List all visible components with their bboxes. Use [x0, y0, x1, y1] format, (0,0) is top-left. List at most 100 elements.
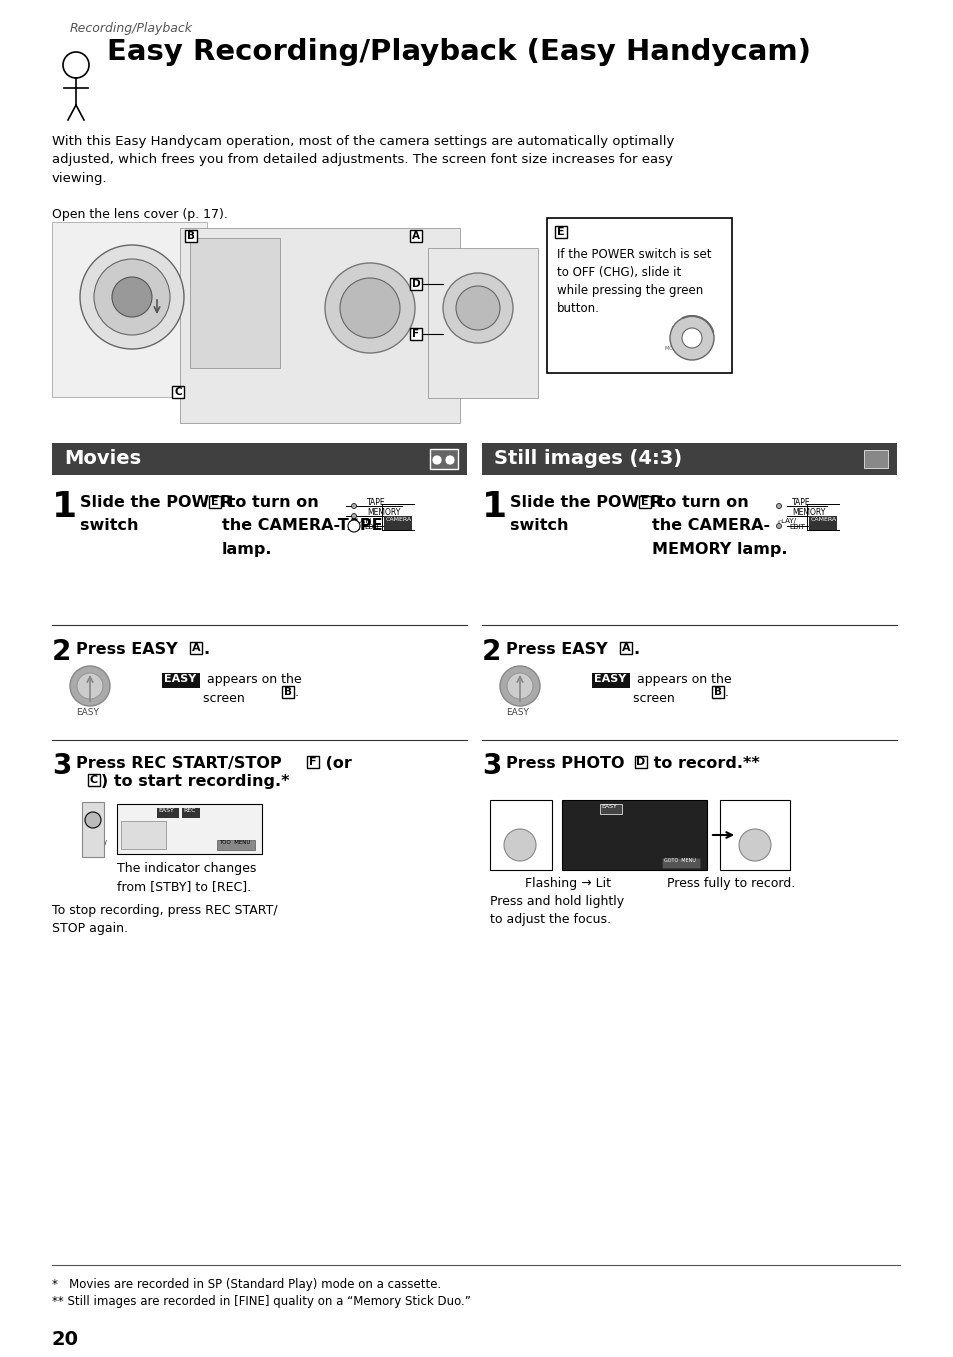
Text: TAPE: TAPE [367, 498, 385, 508]
Text: Shutter click: Shutter click [723, 805, 789, 816]
Text: With this Easy Handycam operation, most of the camera settings are automatically: With this Easy Handycam operation, most … [52, 134, 674, 185]
Text: EDIT: EDIT [364, 524, 379, 531]
Bar [490, 801, 552, 870]
Text: 60min: 60min [121, 807, 145, 817]
Bar [546, 218, 731, 373]
Text: B: B [284, 687, 292, 697]
Text: F: F [309, 757, 316, 767]
Text: D: D [636, 757, 645, 767]
Bar [481, 442, 896, 475]
Text: (or: (or [319, 756, 352, 771]
Text: PLAY/: PLAY/ [352, 518, 371, 524]
Text: Press REC START/STOP: Press REC START/STOP [76, 756, 287, 771]
Bar [52, 442, 467, 475]
Bar [410, 229, 421, 242]
Bar [180, 228, 459, 423]
Text: START/
STOP: START/ STOP [84, 840, 108, 854]
Text: TAPE: TAPE [791, 498, 810, 508]
Text: A: A [192, 643, 200, 653]
Text: MODE ON/OFF: MODE ON/OFF [664, 346, 699, 351]
Bar [121, 821, 166, 849]
Text: 1: 1 [481, 490, 507, 524]
Circle shape [739, 829, 770, 860]
Bar [863, 451, 887, 468]
Text: Slide the POWER
switch: Slide the POWER switch [80, 495, 233, 533]
Text: ) to start recording.*: ) to start recording.* [101, 773, 289, 788]
Text: .: . [724, 687, 728, 699]
Circle shape [325, 263, 415, 353]
Text: 0:00:00: 0:00:00 [203, 807, 233, 817]
Text: Press EASY: Press EASY [505, 642, 613, 657]
Text: Beep: Beep [501, 805, 530, 816]
Text: C: C [90, 775, 98, 784]
Text: ** Still images are recorded in [FINE] quality on a “Memory Stick Duo.”: ** Still images are recorded in [FINE] q… [52, 1295, 471, 1308]
Circle shape [506, 673, 533, 699]
Circle shape [432, 455, 441, 465]
Circle shape [456, 286, 499, 330]
Bar [428, 248, 537, 398]
Bar [661, 858, 700, 868]
Text: REC: REC [85, 803, 100, 813]
Text: MEMORY: MEMORY [791, 508, 824, 517]
Text: 3: 3 [481, 752, 501, 780]
Bar [384, 516, 412, 531]
Circle shape [444, 455, 455, 465]
Text: F: F [412, 328, 419, 339]
Text: GOTO  MENU: GOTO MENU [663, 858, 695, 863]
Bar [711, 687, 723, 697]
Bar [555, 227, 566, 237]
Text: .: . [294, 687, 298, 699]
Circle shape [499, 666, 539, 706]
Bar [190, 642, 202, 654]
Text: Press PHOTO: Press PHOTO [505, 756, 630, 771]
Bar [185, 229, 196, 242]
Bar [157, 807, 179, 818]
Bar [808, 516, 836, 531]
Bar [82, 802, 104, 858]
Text: EASY: EASY [594, 674, 625, 684]
Text: C: C [174, 387, 182, 398]
Text: to record.**: to record.** [647, 756, 759, 771]
Bar [720, 801, 789, 870]
Text: Flashing → Lit: Flashing → Lit [524, 877, 610, 890]
Text: to turn on
the CAMERA-
MEMORY lamp.: to turn on the CAMERA- MEMORY lamp. [651, 495, 786, 556]
Circle shape [350, 522, 357, 531]
Text: 2: 2 [481, 638, 501, 666]
Bar [209, 497, 221, 508]
Circle shape [94, 259, 170, 335]
Text: D: D [412, 280, 420, 289]
Circle shape [503, 829, 536, 860]
Circle shape [112, 277, 152, 318]
Circle shape [669, 316, 713, 360]
Text: appears on the
screen: appears on the screen [633, 673, 731, 706]
Text: 1: 1 [52, 490, 77, 524]
Text: EASY: EASY [76, 708, 99, 716]
Bar [88, 773, 100, 786]
Bar [410, 328, 421, 341]
Text: .: . [633, 642, 639, 657]
Bar [430, 449, 457, 470]
Circle shape [776, 503, 781, 509]
Text: To stop recording, press REC START/
STOP again.: To stop recording, press REC START/ STOP… [52, 904, 277, 935]
Bar [599, 803, 621, 814]
Text: Still images (4:3): Still images (4:3) [494, 449, 681, 468]
Circle shape [351, 513, 356, 518]
Circle shape [348, 520, 359, 532]
Text: POWER: POWER [671, 326, 691, 331]
Text: PHOTO: PHOTO [738, 855, 767, 864]
Circle shape [442, 273, 513, 343]
Text: E: E [557, 227, 564, 237]
Bar [282, 687, 294, 697]
Bar [639, 497, 650, 508]
Text: Recording/Playback: Recording/Playback [70, 22, 193, 35]
Text: .: . [203, 642, 209, 657]
Bar [182, 807, 200, 818]
Bar [635, 756, 646, 768]
Text: E: E [211, 497, 218, 508]
Text: EASY: EASY [164, 674, 196, 684]
Text: appears on the
screen: appears on the screen [203, 673, 301, 706]
Text: Easy Recording/Playback (Easy Handycam): Easy Recording/Playback (Easy Handycam) [107, 38, 810, 66]
Text: PHOTO: PHOTO [499, 855, 529, 864]
Text: The indicator changes
from [STBY] to [REC].: The indicator changes from [STBY] to [RE… [117, 862, 256, 893]
Circle shape [70, 666, 110, 706]
